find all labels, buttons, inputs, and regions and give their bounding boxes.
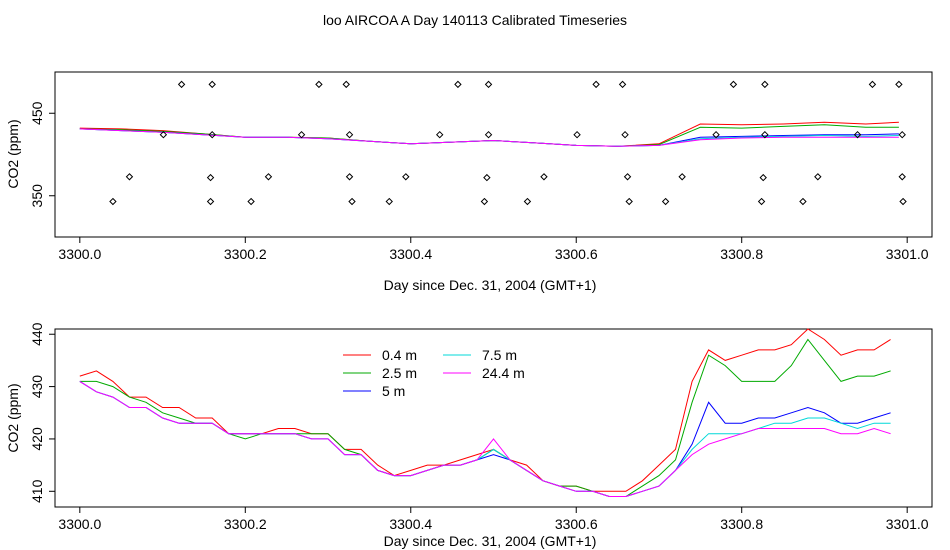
calibration-point (345, 173, 354, 181)
legend-label: 0.4 m (382, 347, 417, 363)
legend-label: 24.4 m (482, 365, 525, 381)
calibration-point (868, 80, 877, 89)
calibration-point (678, 173, 686, 181)
series-line-4 (79, 380, 891, 497)
y-tick-label: 350 (29, 184, 45, 208)
calibration-point (573, 130, 581, 139)
top-panel: 3300.0 3300.2 3300.4 3300.6 3300.8 3301.0 350… (5, 71, 933, 293)
calibration-point (206, 173, 215, 182)
calibration-point (480, 197, 489, 206)
calibration-point (208, 130, 216, 139)
calibration-point (342, 80, 350, 89)
top-series-line-4 (79, 128, 899, 147)
x-tick-label: 3300.2 (224, 246, 267, 262)
calibration-point (625, 197, 633, 206)
calibration-point (898, 130, 906, 139)
series-line-2 (79, 380, 891, 497)
calibration-point (761, 130, 769, 139)
legend-label: 5 m (382, 383, 405, 399)
calibration-point (712, 130, 720, 139)
calibration-point (159, 130, 168, 139)
top-x-axis: 3300.0 3300.2 3300.4 3300.6 3300.8 3301.0 (58, 236, 929, 262)
x-tick-label: 3301.0 (886, 516, 929, 532)
x-tick-label: 3301.0 (886, 246, 929, 262)
x-tick-label: 3300.4 (389, 246, 432, 262)
x-tick-label: 3300.2 (224, 516, 267, 532)
calibration-point (484, 80, 493, 89)
top-series-lines (79, 121, 899, 147)
top-calibration-points (109, 80, 907, 206)
bottom-x-axis: 3300.0 3300.2 3300.4 3300.6 3300.8 3301.0 (58, 506, 929, 532)
bottom-y-axis-label: CO2 (ppm) (5, 383, 21, 452)
legend-label: 7.5 m (482, 347, 517, 363)
top-x-axis-label: Day since Dec. 31, 2004 (GMT+1) (384, 277, 597, 293)
calibration-point (523, 197, 532, 206)
bottom-y-axis: 410 420 430 440 (29, 322, 56, 503)
calibration-point (247, 197, 255, 206)
x-tick-label: 3300.0 (58, 516, 101, 532)
calibration-point (814, 173, 822, 181)
calibration-point (761, 80, 769, 89)
calibration-point (895, 80, 903, 89)
y-tick-label: 440 (29, 322, 45, 346)
calibration-point (208, 80, 216, 89)
calibration-point (402, 173, 410, 181)
calibration-point (385, 197, 393, 206)
calibration-point (898, 173, 906, 181)
calibration-point (483, 173, 491, 182)
calibration-point (729, 80, 738, 89)
calibration-point (853, 130, 862, 139)
calibration-point (618, 80, 627, 89)
calibration-point (661, 197, 670, 206)
calibration-point (177, 80, 186, 89)
calibration-point (348, 197, 356, 206)
x-tick-label: 3300.0 (58, 246, 101, 262)
calibration-point (315, 80, 323, 89)
calibration-point (757, 197, 766, 206)
calibration-point (454, 80, 462, 89)
series-line-0 (79, 328, 891, 492)
calibration-point (621, 130, 629, 139)
top-y-axis-label: CO2 (ppm) (5, 119, 21, 188)
series-line-3 (79, 380, 891, 497)
x-tick-label: 3300.6 (555, 516, 598, 532)
calibration-point (345, 130, 354, 139)
bottom-x-axis-label: Day since Dec. 31, 2004 (GMT+1) (384, 533, 597, 549)
y-tick-label: 410 (29, 479, 45, 503)
x-tick-label: 3300.8 (720, 246, 763, 262)
x-tick-label: 3300.8 (720, 516, 763, 532)
top-y-axis: 350 450 (29, 101, 56, 208)
calibration-point (592, 80, 600, 89)
calibration-point (799, 197, 807, 206)
calibration-point (297, 130, 306, 139)
calibration-point (206, 197, 215, 206)
calibration-point (109, 197, 117, 206)
calibration-point (436, 130, 444, 139)
calibration-point (899, 197, 907, 206)
bottom-series-lines (79, 328, 891, 497)
y-tick-label: 430 (29, 375, 45, 399)
y-tick-label: 450 (29, 101, 45, 125)
page-title: loo AIRCOA A Day 140113 Calibrated Times… (323, 12, 627, 28)
x-tick-label: 3300.6 (555, 246, 598, 262)
legend-label: 2.5 m (382, 365, 417, 381)
bottom-panel: 3300.0 3300.2 3300.4 3300.6 3300.8 3301.0 410… (5, 322, 933, 549)
top-plot-frame (54, 71, 933, 238)
calibration-point (484, 130, 493, 139)
calibration-point (623, 173, 632, 181)
y-tick-label: 420 (29, 427, 45, 451)
calibration-point (264, 173, 273, 181)
legend: 0.4 m 2.5 m 5 m 7.5 m 24.4 m (343, 347, 525, 399)
calibration-point (759, 173, 767, 182)
calibration-point (540, 173, 548, 181)
x-tick-label: 3300.4 (389, 516, 432, 532)
calibration-point (125, 173, 134, 181)
